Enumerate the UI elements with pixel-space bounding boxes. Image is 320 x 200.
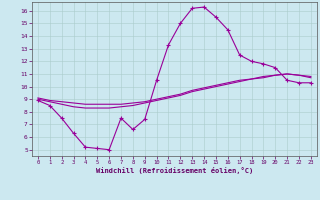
X-axis label: Windchill (Refroidissement éolien,°C): Windchill (Refroidissement éolien,°C) bbox=[96, 167, 253, 174]
